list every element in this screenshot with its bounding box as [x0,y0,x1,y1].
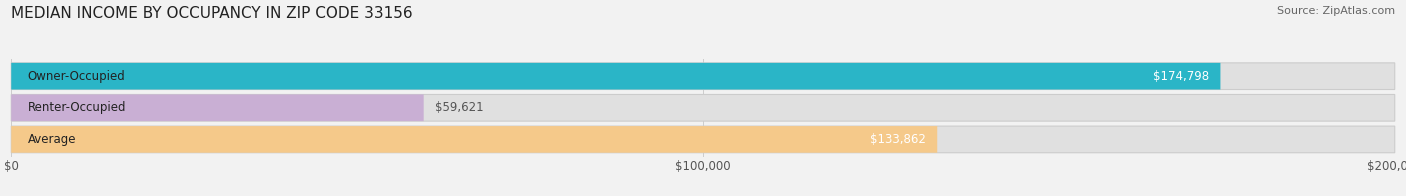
Text: Renter-Occupied: Renter-Occupied [28,101,127,114]
Text: Average: Average [28,133,76,146]
Text: Source: ZipAtlas.com: Source: ZipAtlas.com [1277,6,1395,16]
FancyBboxPatch shape [11,63,1220,90]
Text: Owner-Occupied: Owner-Occupied [28,70,125,83]
FancyBboxPatch shape [11,63,1395,90]
Text: $59,621: $59,621 [434,101,484,114]
Text: $133,862: $133,862 [870,133,927,146]
FancyBboxPatch shape [11,94,1395,121]
FancyBboxPatch shape [11,126,1395,153]
Text: MEDIAN INCOME BY OCCUPANCY IN ZIP CODE 33156: MEDIAN INCOME BY OCCUPANCY IN ZIP CODE 3… [11,6,413,21]
FancyBboxPatch shape [11,126,938,153]
Text: $174,798: $174,798 [1153,70,1209,83]
FancyBboxPatch shape [11,94,423,121]
